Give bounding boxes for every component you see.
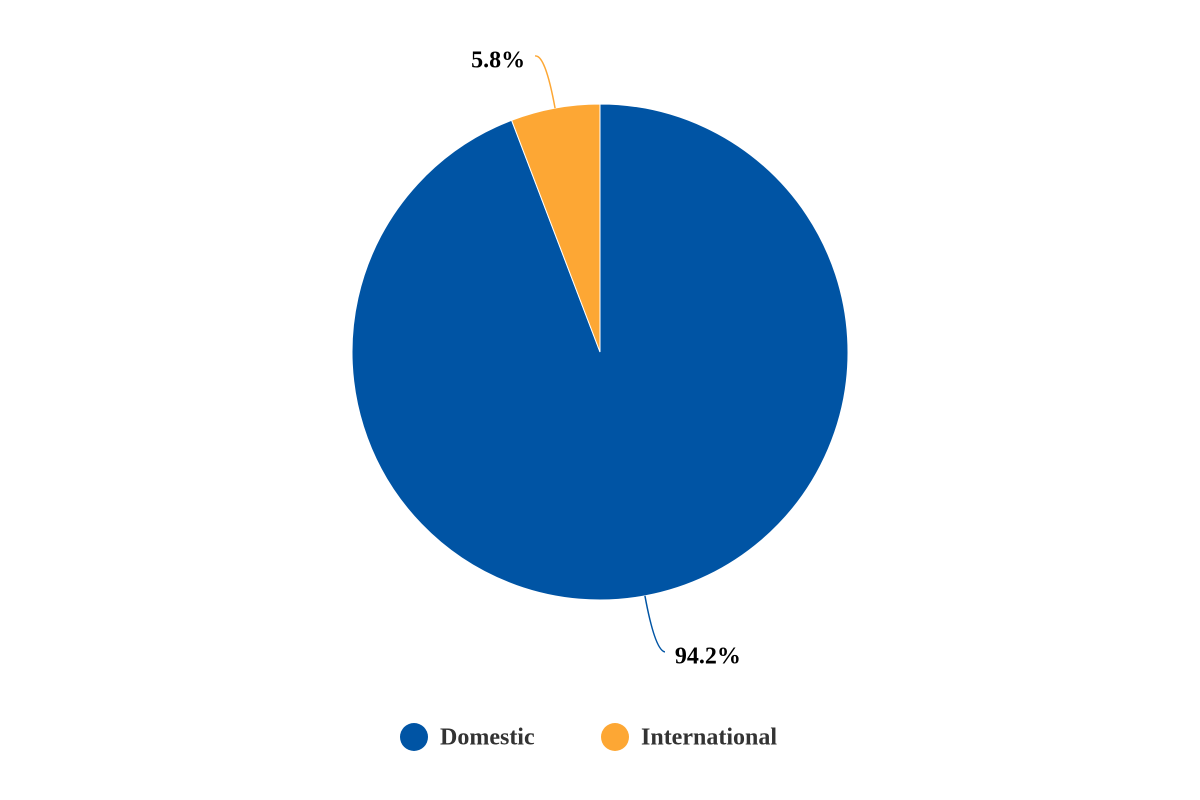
value-label: 94.2% [675, 643, 741, 669]
leader-line [644, 595, 666, 653]
pie-slice [510, 103, 601, 353]
pie-slice [351, 103, 849, 601]
value-label: 5.8% [471, 48, 525, 74]
legend-marker [601, 723, 629, 751]
legend-label: Domestic [440, 725, 535, 751]
legend-label: International [641, 725, 777, 751]
legend-marker [400, 723, 428, 751]
leader-line [534, 55, 556, 109]
